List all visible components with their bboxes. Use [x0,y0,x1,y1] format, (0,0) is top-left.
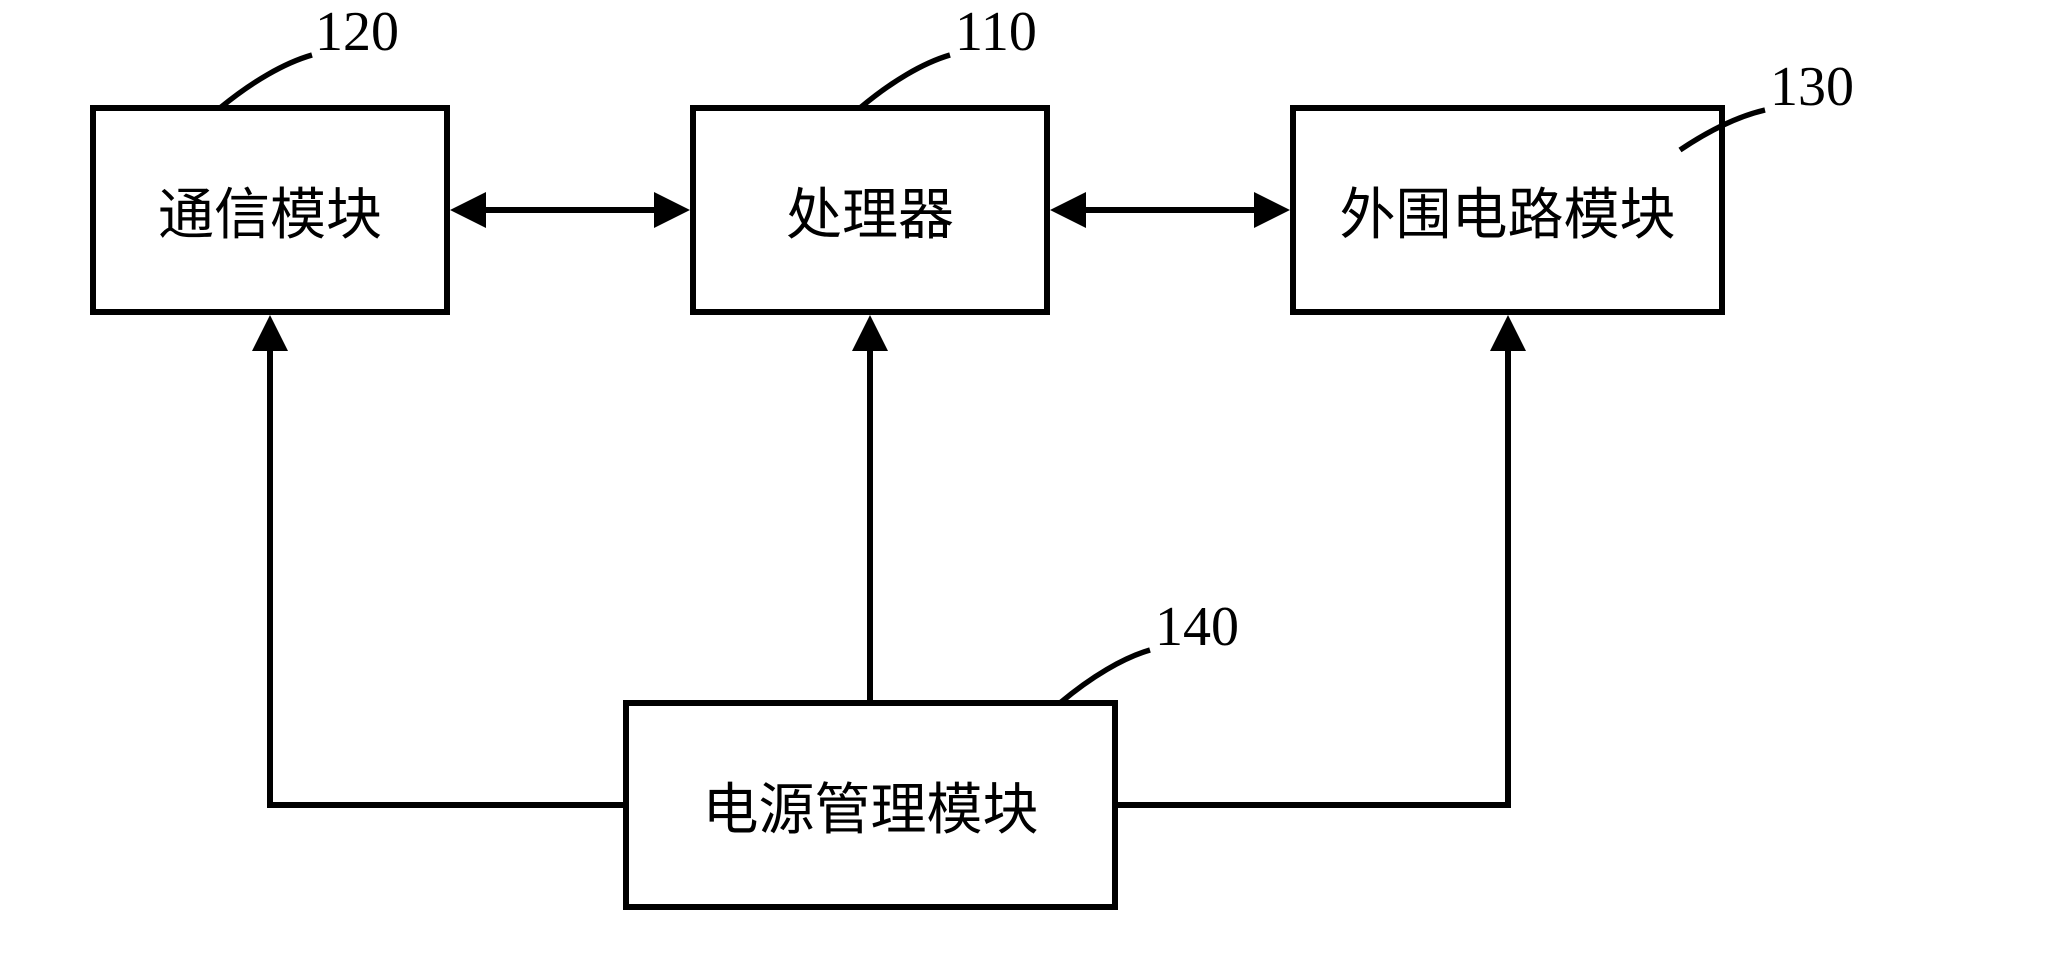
diagram-canvas: 通信模块 处理器 外围电路模块 电源管理模块 120 110 130 140 [0,0,2047,976]
ref-label-130: 130 [1770,55,1854,119]
node-peripheral-module: 外围电路模块 [1290,105,1725,315]
node-processor-label: 处理器 [786,170,954,251]
node-power-label: 电源管理模块 [703,765,1039,846]
ref-label-140: 140 [1155,595,1239,659]
node-peripheral-label: 外围电路模块 [1340,170,1676,251]
node-comm-module: 通信模块 [90,105,450,315]
ref-label-110: 110 [955,0,1037,64]
node-power-module: 电源管理模块 [623,700,1118,910]
ref-label-120: 120 [315,0,399,64]
node-comm-label: 通信模块 [158,170,382,251]
node-processor: 处理器 [690,105,1050,315]
